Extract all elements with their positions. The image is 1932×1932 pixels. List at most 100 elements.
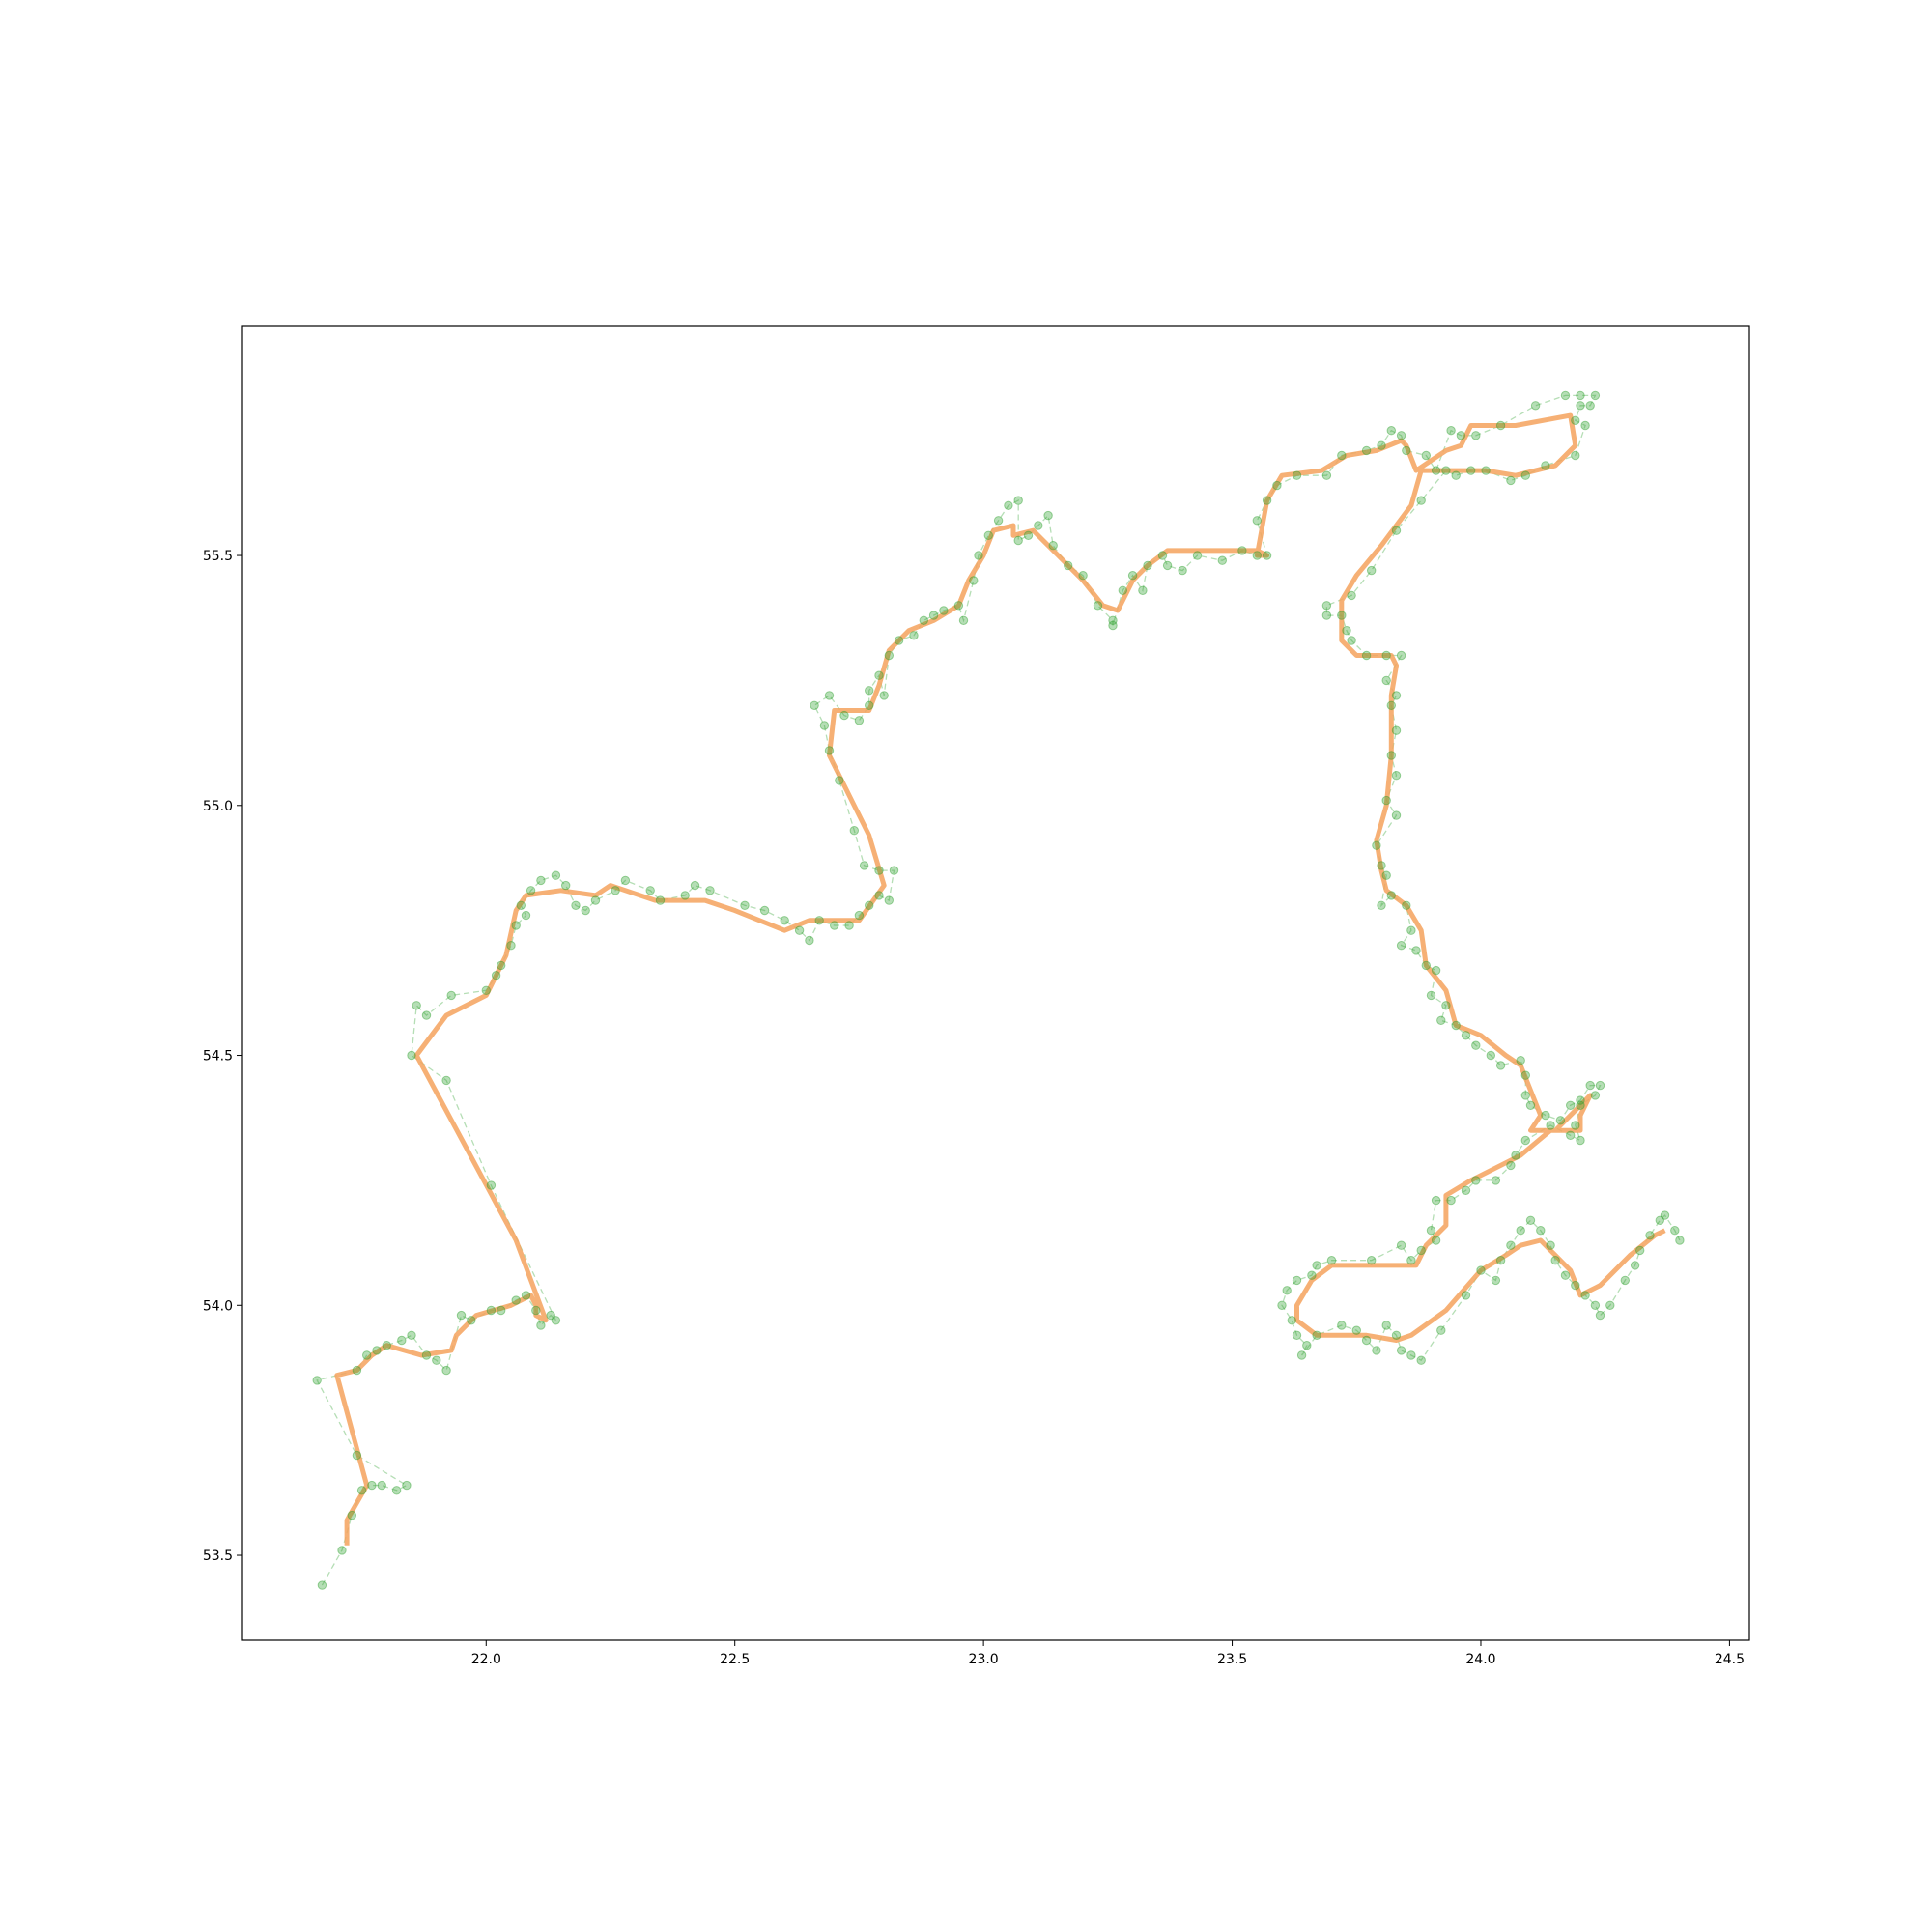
point-marker xyxy=(1372,1346,1381,1355)
point-marker xyxy=(1441,1001,1451,1010)
point-marker xyxy=(759,905,770,916)
point-marker xyxy=(407,1330,416,1341)
point-marker xyxy=(486,1180,497,1190)
point-marker xyxy=(1431,466,1441,475)
point-marker xyxy=(1386,426,1397,436)
point-marker xyxy=(953,601,964,611)
point-marker xyxy=(1416,1245,1426,1256)
x-tick-label: 22.0 xyxy=(471,1652,501,1667)
point-marker xyxy=(1391,810,1402,820)
point-marker xyxy=(1590,1091,1601,1100)
point-marker xyxy=(1178,565,1187,576)
point-marker xyxy=(521,910,531,921)
point-marker xyxy=(1292,1275,1302,1286)
point-marker xyxy=(1381,675,1391,686)
point-marker xyxy=(958,615,969,625)
point-marker xyxy=(974,551,983,560)
point-marker xyxy=(1272,480,1282,491)
point-marker xyxy=(362,1350,372,1360)
point-marker xyxy=(1386,891,1397,900)
point-marker xyxy=(1541,461,1550,470)
point-marker xyxy=(1431,1195,1441,1206)
point-marker xyxy=(1386,700,1397,710)
chart-marks xyxy=(312,390,1685,1590)
point-marker xyxy=(526,886,536,895)
point-marker xyxy=(1520,1091,1531,1100)
point-marker xyxy=(407,1050,416,1061)
point-marker xyxy=(1576,390,1585,401)
point-marker xyxy=(1511,1151,1520,1160)
point-marker xyxy=(1550,1256,1560,1265)
point-marker xyxy=(1595,1080,1605,1091)
point-marker xyxy=(839,710,849,721)
point-marker xyxy=(1506,1160,1516,1171)
x-tick-label: 24.0 xyxy=(1465,1652,1495,1667)
x-tick-label: 24.5 xyxy=(1715,1652,1745,1667)
point-marker xyxy=(1506,1240,1516,1250)
point-marker xyxy=(1048,541,1058,551)
point-marker xyxy=(810,700,819,710)
point-marker xyxy=(879,691,889,700)
point-marker xyxy=(740,900,750,910)
point-marker xyxy=(1421,960,1432,971)
point-marker xyxy=(1321,601,1332,611)
point-marker xyxy=(511,921,521,930)
point-marker xyxy=(1546,1240,1555,1250)
point-marker xyxy=(402,1480,412,1491)
point-marker xyxy=(983,530,993,540)
point-marker xyxy=(1391,691,1402,700)
point-marker xyxy=(1337,1321,1347,1330)
point-marker xyxy=(819,721,830,730)
route-line xyxy=(334,412,1666,1546)
point-marker xyxy=(1296,1350,1307,1360)
point-marker xyxy=(1436,1015,1446,1026)
point-marker xyxy=(352,1365,362,1376)
point-marker xyxy=(1347,590,1356,601)
point-marker xyxy=(1043,510,1053,521)
point-marker xyxy=(919,615,928,625)
point-marker xyxy=(1590,1300,1601,1311)
point-marker xyxy=(1337,450,1347,461)
point-marker xyxy=(356,1486,367,1495)
point-marker xyxy=(1237,546,1247,555)
point-marker xyxy=(531,1305,541,1316)
point-marker xyxy=(456,1310,467,1321)
point-marker xyxy=(412,1001,421,1010)
point-marker xyxy=(1670,1226,1680,1236)
point-marker xyxy=(1361,1335,1372,1346)
point-marker xyxy=(1506,475,1516,486)
point-marker xyxy=(889,866,899,875)
point-marker xyxy=(1262,551,1272,560)
point-marker xyxy=(1287,1316,1297,1325)
point-marker xyxy=(1481,466,1491,475)
point-marker xyxy=(909,631,919,640)
y-tick-label: 54.5 xyxy=(203,1049,233,1065)
point-marker xyxy=(1520,470,1531,480)
x-tick-label: 22.5 xyxy=(720,1652,750,1667)
point-marker xyxy=(1451,470,1461,480)
point-marker xyxy=(1381,1321,1391,1330)
point-marker xyxy=(830,921,839,930)
point-marker xyxy=(1367,565,1377,576)
point-marker xyxy=(467,1316,476,1325)
point-marker xyxy=(511,1295,521,1305)
point-marker xyxy=(680,891,690,900)
point-marker xyxy=(1576,1100,1585,1111)
point-marker xyxy=(1377,440,1386,450)
point-marker xyxy=(1093,601,1103,611)
point-marker xyxy=(1381,870,1391,880)
point-marker xyxy=(1381,795,1391,806)
point-marker xyxy=(865,700,874,710)
point-marker xyxy=(1411,946,1421,955)
point-marker xyxy=(1620,1275,1631,1286)
point-marker xyxy=(1391,725,1402,735)
point-marker xyxy=(1347,636,1356,645)
point-marker xyxy=(497,960,506,971)
point-marker xyxy=(865,900,874,910)
point-marker xyxy=(620,875,631,886)
point-marker xyxy=(1118,585,1128,595)
point-marker xyxy=(1576,1135,1585,1146)
y-tick-label: 55.0 xyxy=(203,799,233,814)
point-marker xyxy=(1421,450,1432,461)
point-marker xyxy=(645,886,655,895)
